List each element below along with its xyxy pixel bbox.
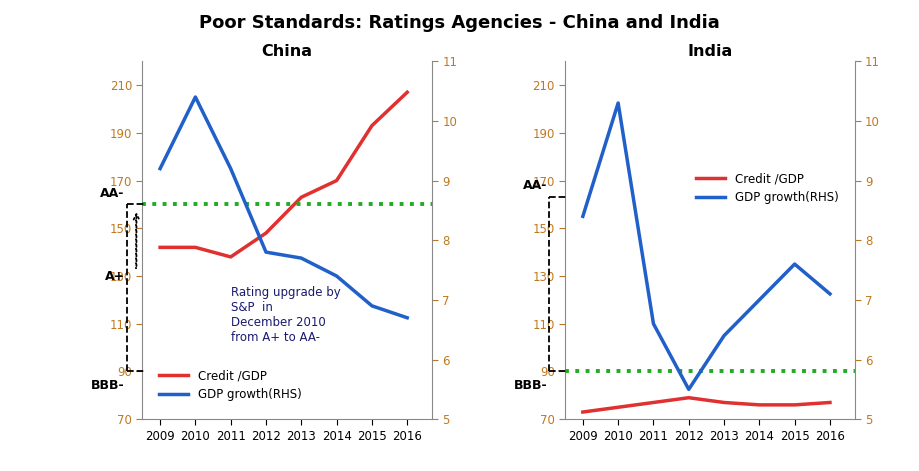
Text: BBB-: BBB- (514, 379, 548, 391)
Title: India: India (687, 44, 732, 59)
Text: AA-: AA- (100, 187, 125, 200)
Text: BBB-: BBB- (91, 379, 125, 391)
Text: Rating upgrade by
S&P  in
December 2010
from A+ to AA-: Rating upgrade by S&P in December 2010 f… (231, 285, 340, 343)
Text: AA-: AA- (523, 179, 548, 193)
Text: A+: A+ (105, 269, 125, 283)
Text: Poor Standards: Ratings Agencies - China and India: Poor Standards: Ratings Agencies - China… (199, 14, 720, 32)
Legend: Credit /GDP, GDP growth(RHS): Credit /GDP, GDP growth(RHS) (154, 365, 306, 406)
Legend: Credit /GDP, GDP growth(RHS): Credit /GDP, GDP growth(RHS) (691, 167, 843, 209)
Title: China: China (262, 44, 312, 59)
